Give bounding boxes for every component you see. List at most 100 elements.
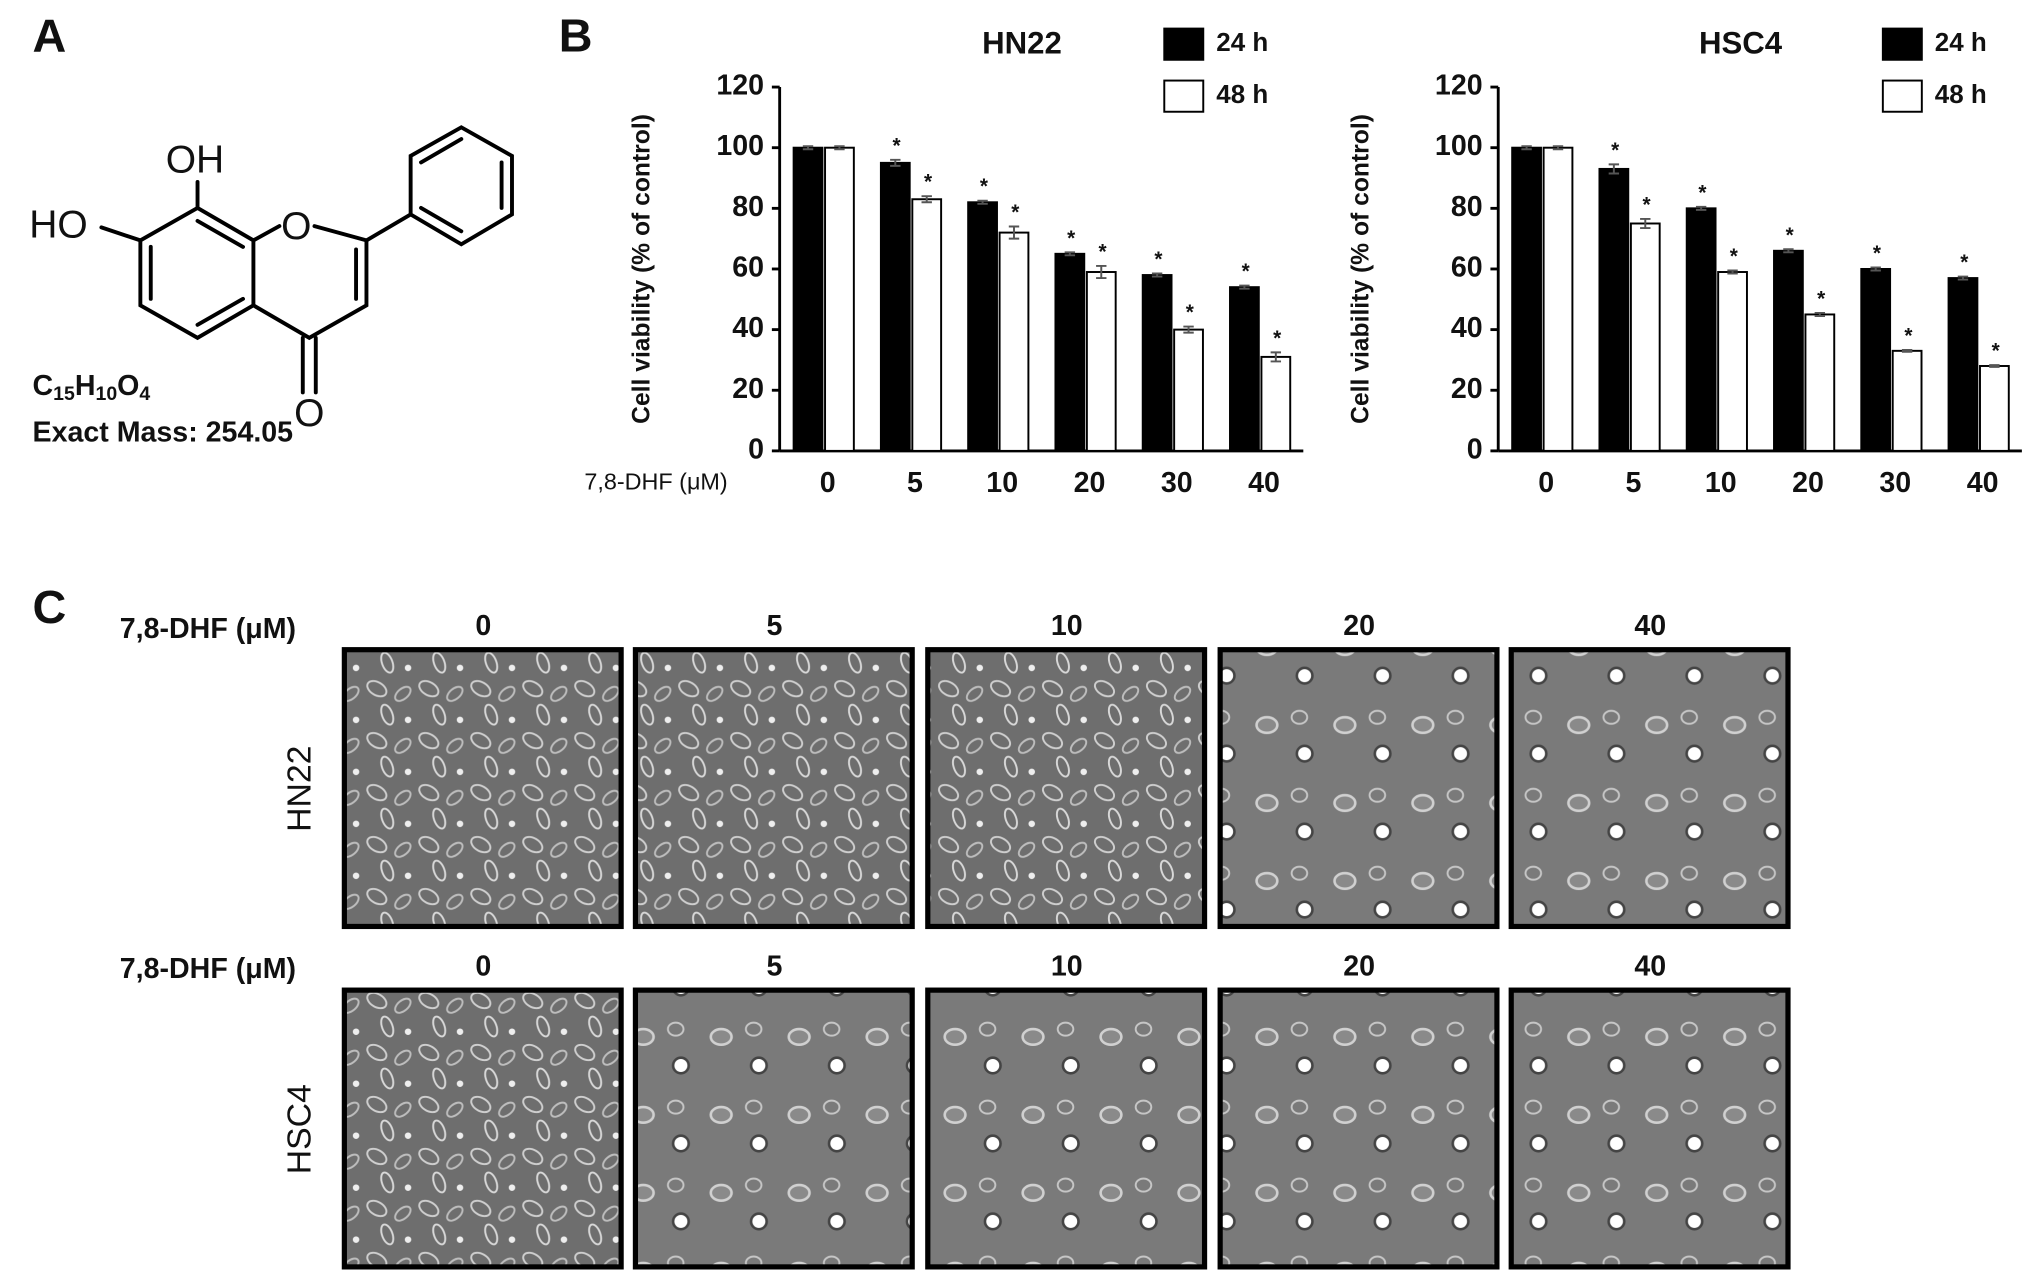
x-tick-label: 40 — [1967, 467, 1999, 499]
error-bar — [802, 145, 814, 151]
bar — [1542, 146, 1574, 452]
significance-mark: * — [924, 171, 933, 194]
bar — [1629, 222, 1661, 452]
y-axis-label: Cell viability (% of control) — [629, 114, 656, 424]
significance-mark: * — [1099, 240, 1108, 263]
significance-mark: * — [1011, 201, 1020, 224]
bar — [1979, 365, 2010, 452]
bar — [1054, 252, 1086, 452]
bar — [1085, 271, 1117, 452]
micrograph — [1508, 647, 1791, 930]
bar — [792, 146, 824, 452]
micrograph — [925, 647, 1208, 930]
micrograph — [341, 647, 624, 930]
legend-label: 24 h — [1935, 27, 1987, 57]
dose-value: 10 — [1051, 610, 1083, 642]
micrograph — [1217, 647, 1500, 930]
x-axis-label: 7,8-DHF (μM) — [584, 469, 727, 495]
error-bar — [1270, 351, 1282, 363]
y-tick-label: 40 — [732, 312, 764, 344]
significance-mark: * — [1904, 324, 1913, 347]
panel-label: B — [559, 9, 593, 61]
structure-drawing — [99, 125, 514, 395]
bar — [1685, 207, 1717, 452]
cell-line-label: HN22 — [280, 746, 318, 832]
bar — [967, 201, 998, 452]
bar — [911, 198, 943, 452]
y-tick-label: 0 — [1467, 433, 1483, 465]
error-bar — [1814, 311, 1826, 317]
y-tick-label: 80 — [1451, 191, 1483, 223]
error-bar — [977, 199, 988, 205]
dose-value: 5 — [767, 610, 783, 642]
atom-label: HO — [29, 204, 87, 247]
y-tick-label: 80 — [732, 191, 764, 223]
significance-mark: * — [1186, 301, 1195, 324]
panel-label: A — [33, 9, 67, 61]
error-bar — [1096, 264, 1107, 280]
dose-label: 7,8-DHF (μM) — [120, 613, 296, 645]
bar — [824, 146, 855, 452]
chart-title: HSC4 — [1699, 26, 1783, 61]
legend-label: 24 h — [1216, 27, 1268, 57]
bar — [1773, 249, 1804, 452]
significance-mark: * — [893, 134, 902, 157]
micrograph — [632, 987, 915, 1270]
significance-mark: * — [980, 175, 989, 198]
bar — [879, 161, 911, 452]
x-tick-label: 10 — [986, 467, 1018, 499]
formula-part: H — [75, 370, 96, 402]
micrograph — [632, 647, 915, 930]
x-tick-label: 20 — [1792, 467, 1824, 499]
legend-swatch — [1881, 27, 1923, 61]
bar — [1804, 313, 1836, 452]
significance-mark: * — [1873, 242, 1882, 265]
bar — [1260, 355, 1292, 452]
error-bar — [1640, 217, 1651, 230]
x-tick-label: 5 — [907, 467, 923, 499]
legend-swatch — [1881, 79, 1923, 113]
dose-value: 0 — [475, 610, 491, 642]
bar — [1947, 277, 1979, 452]
micrograph — [1217, 987, 1500, 1270]
dose-value: 10 — [1051, 951, 1083, 983]
dose-value: 5 — [767, 951, 783, 983]
x-tick-label: 30 — [1161, 467, 1193, 499]
error-bar — [1870, 266, 1881, 272]
dose-value: 40 — [1634, 610, 1666, 642]
error-bar — [1957, 275, 1969, 281]
bar — [1860, 267, 1892, 452]
error-bar — [921, 195, 932, 204]
error-bar — [1783, 248, 1794, 254]
error-bar — [1608, 163, 1620, 175]
y-tick-label: 20 — [1451, 373, 1483, 405]
x-tick-label: 30 — [1879, 467, 1911, 499]
y-axis-label: Cell viability (% of control) — [1347, 114, 1374, 424]
legend-label: 48 h — [1935, 79, 1987, 109]
micrograph — [925, 987, 1208, 1270]
significance-mark: * — [1786, 224, 1795, 247]
dose-value: 20 — [1343, 951, 1375, 983]
error-bar — [834, 145, 845, 151]
significance-mark: * — [1960, 251, 1969, 274]
y-tick-label: 20 — [732, 373, 764, 405]
x-tick-label: 0 — [820, 467, 836, 499]
significance-mark: * — [1698, 181, 1707, 204]
error-bar — [1183, 325, 1194, 334]
y-tick-label: 120 — [1435, 70, 1483, 102]
atom-label: O — [281, 205, 311, 248]
significance-mark: * — [1242, 260, 1251, 283]
formula-part: O — [117, 370, 139, 402]
error-bar — [1521, 145, 1532, 151]
micrograph — [341, 987, 624, 1270]
y-tick-label: 60 — [732, 252, 764, 284]
y-tick-label: 40 — [1451, 312, 1483, 344]
dose-value: 40 — [1634, 951, 1666, 983]
panel-label: C — [33, 581, 67, 633]
dose-value: 0 — [475, 951, 491, 983]
y-tick-label: 60 — [1451, 252, 1483, 284]
legend-swatch — [1163, 79, 1205, 113]
x-tick-label: 0 — [1538, 467, 1554, 499]
error-bar — [1064, 251, 1076, 257]
